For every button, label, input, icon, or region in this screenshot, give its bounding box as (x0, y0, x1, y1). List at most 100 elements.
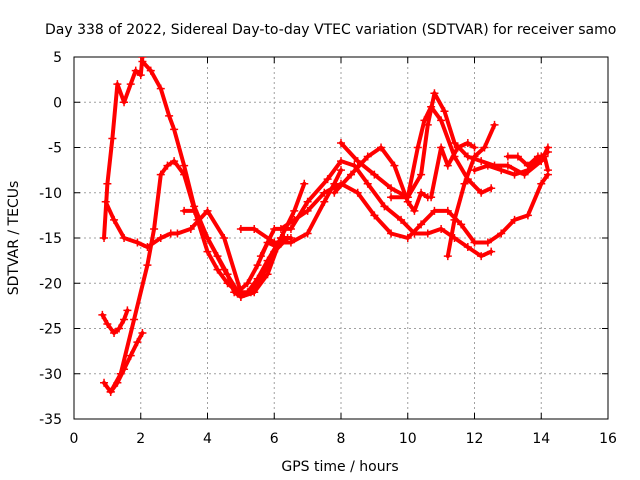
data-point-marker (443, 252, 452, 261)
data-point-marker (180, 170, 189, 179)
data-point-marker (203, 247, 212, 256)
series-line-sat-m (389, 104, 494, 200)
data-point-marker (523, 161, 532, 170)
data-point-marker (457, 220, 466, 229)
data-point-marker (443, 206, 452, 215)
y-tick-label: -20 (39, 276, 62, 292)
data-point-marker (337, 157, 345, 166)
data-point-marker (100, 378, 109, 387)
data-point-marker (303, 206, 312, 215)
data-point-marker (173, 229, 182, 238)
x-tick-label: 16 (599, 431, 617, 447)
data-point-marker (223, 270, 232, 279)
data-point-marker (300, 179, 309, 188)
x-tick-label: 0 (70, 431, 79, 447)
data-point-marker (253, 261, 262, 270)
data-point-marker (263, 270, 272, 279)
y-tick-label: -15 (39, 231, 62, 247)
data-point-marker (337, 138, 345, 147)
data-point-marker (170, 157, 179, 166)
data-point-marker (303, 197, 312, 206)
y-axis-label: SDTVAR / TECUs (6, 181, 22, 296)
data-point-marker (387, 229, 396, 238)
data-point-marker (110, 329, 119, 338)
data-point-marker (163, 161, 172, 170)
data-point-marker (353, 157, 362, 166)
data-point-marker (463, 152, 472, 161)
data-point-marker (510, 215, 519, 224)
data-point-marker (387, 193, 396, 202)
data-point-marker (410, 206, 419, 215)
data-point-marker (487, 247, 496, 256)
x-tick-label: 2 (136, 431, 145, 447)
data-point-marker (337, 166, 345, 175)
data-point-marker (180, 206, 189, 215)
data-point-marker (497, 229, 506, 238)
data-point-marker (123, 306, 132, 315)
data-point-marker (347, 170, 356, 179)
series-line-sat-g (182, 208, 283, 299)
data-point-marker (437, 224, 446, 233)
data-point-marker (250, 224, 259, 233)
data-point-marker (213, 265, 222, 274)
data-point-marker (510, 170, 519, 179)
data-point-marker (477, 252, 486, 261)
data-point-marker (180, 161, 189, 170)
data-point-marker (440, 107, 449, 116)
data-point-marker (430, 89, 439, 98)
data-point-marker (450, 215, 459, 224)
series-line-sat-n (445, 122, 497, 259)
data-point-marker (270, 238, 279, 247)
data-point-marker (220, 234, 229, 242)
x-axis-label: GPS time / hours (281, 459, 398, 475)
x-tick-label: 12 (466, 431, 484, 447)
y-tick-label: -35 (39, 412, 62, 428)
data-point-marker (120, 315, 129, 324)
data-point-marker (250, 288, 259, 297)
data-point-marker (543, 166, 552, 175)
data-point-marker (353, 188, 362, 197)
data-point-marker (130, 315, 139, 324)
data-point-marker (363, 152, 372, 161)
data-point-marker (483, 161, 492, 170)
data-point-marker (470, 152, 479, 161)
chart-title: Day 338 of 2022, Sidereal Day-to-day VTE… (45, 22, 616, 38)
data-point-marker (136, 71, 145, 80)
data-point-marker (263, 256, 272, 265)
data-point-marker (497, 166, 506, 175)
data-point-marker (377, 143, 386, 152)
data-point-marker (320, 197, 329, 206)
data-point-marker (146, 66, 155, 75)
y-tick-label: 0 (53, 95, 62, 111)
data-point-marker (430, 206, 439, 215)
data-point-marker (477, 157, 486, 166)
y-tick-label: -10 (39, 186, 62, 202)
data-point-marker (120, 234, 129, 242)
x-tick-label: 8 (337, 431, 346, 447)
x-tick-label: 6 (270, 431, 279, 447)
data-point-marker (170, 125, 179, 134)
data-point-marker (230, 288, 239, 297)
data-point-marker (523, 211, 532, 220)
data-point-marker (103, 319, 112, 328)
data-point-marker (463, 138, 472, 147)
data-point-marker (113, 80, 122, 89)
data-point-marker (156, 170, 165, 179)
data-point-marker (186, 224, 195, 233)
data-point-marker (103, 179, 112, 188)
data-series (98, 57, 552, 396)
data-point-marker (276, 224, 285, 233)
data-point-marker (133, 338, 142, 347)
data-point-marker (403, 234, 412, 242)
data-point-marker (437, 143, 446, 152)
x-tick-label: 10 (399, 431, 417, 447)
data-point-marker (380, 202, 389, 211)
data-point-marker (106, 387, 115, 396)
data-point-marker (100, 234, 109, 242)
data-point-marker (470, 166, 479, 175)
data-point-marker (397, 215, 406, 224)
data-point-marker (166, 229, 175, 238)
data-point-marker (213, 252, 222, 261)
data-point-marker (423, 229, 432, 238)
